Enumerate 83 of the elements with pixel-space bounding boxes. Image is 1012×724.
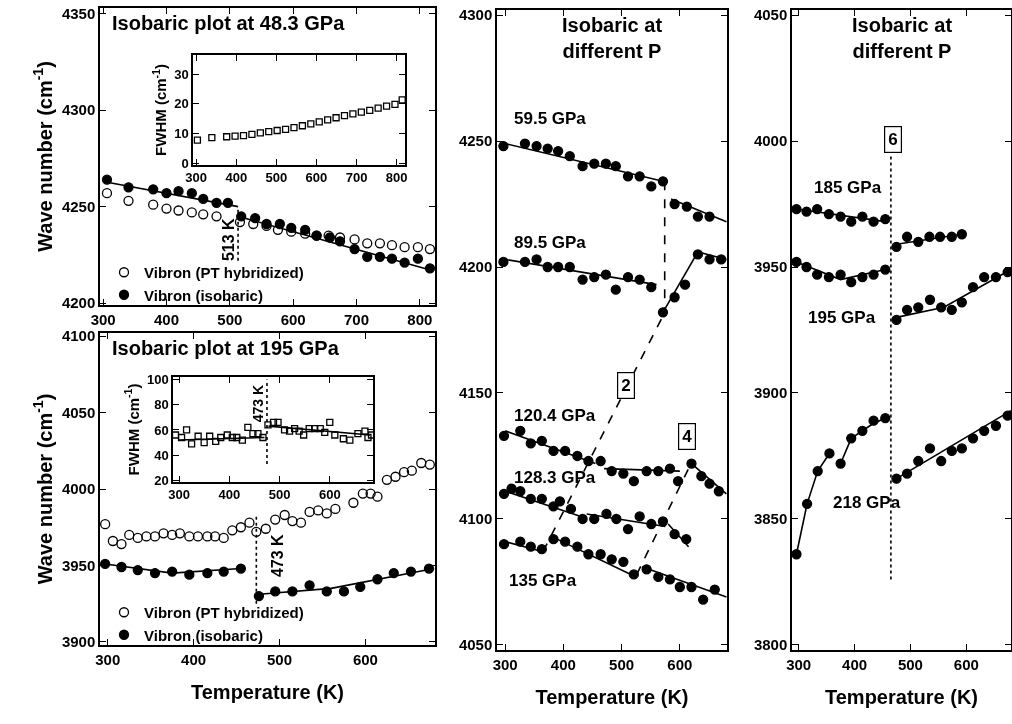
x-axis-title: Temperature (K) — [191, 680, 344, 703]
x-tick-label: 600 — [953, 655, 979, 673]
y-tick-label: 4250 — [458, 132, 493, 150]
y-tick-label: 4250 — [61, 197, 96, 215]
x-tick-label: 700 — [345, 170, 368, 186]
annotation: 195 GPa — [808, 308, 876, 327]
y-tick-label: 3950 — [61, 556, 96, 574]
x-axis-title: Temperature (K) — [535, 685, 689, 708]
annotation: 89.5 GPa — [514, 233, 587, 252]
y-tick-label: 4100 — [61, 327, 96, 345]
y-tick-label: 20 — [154, 472, 169, 488]
x-tick-label: 300 — [786, 655, 812, 673]
y-tick-label: 4200 — [458, 258, 493, 276]
y-tick-label: 4050 — [61, 403, 96, 421]
x-tick-label: 300 — [90, 310, 116, 328]
annotation: 473 K — [249, 384, 266, 423]
y-tick-label: 4050 — [753, 6, 788, 24]
y-tick-label: 4000 — [753, 132, 788, 150]
y-tick-label: 4200 — [61, 294, 96, 312]
annotation: 473 K — [268, 533, 286, 578]
x-tick-label: 500 — [609, 655, 635, 673]
chart-title: Isobaric plot at 195 GPa — [112, 337, 340, 359]
x-tick-label: 500 — [267, 650, 293, 668]
annotation: 135 GPa — [509, 571, 577, 590]
x-tick-label: 600 — [305, 170, 328, 186]
x-tick-label: 800 — [385, 170, 408, 186]
y-tick-label: 4100 — [458, 510, 493, 528]
x-tick-label: 600 — [667, 655, 693, 673]
y-tick-label: 40 — [154, 447, 169, 463]
x-tick-label: 700 — [343, 310, 369, 328]
annotation: 59.5 GPa — [514, 109, 587, 128]
annotation: 185 GPa — [814, 178, 882, 197]
y-tick-label: 3950 — [753, 258, 788, 276]
y-tick-label: 80 — [154, 397, 169, 413]
x-tick-label: 500 — [897, 655, 923, 673]
x-tick-label: 600 — [352, 650, 378, 668]
x-tick-label: 500 — [268, 487, 291, 503]
x-tick-label: 400 — [181, 650, 207, 668]
x-tick-label: 300 — [95, 650, 121, 668]
y-tick-label: 100 — [146, 372, 169, 388]
y-tick-label: 4000 — [61, 480, 96, 498]
y-tick-label: 10 — [174, 126, 189, 142]
x-axis-title: Temperature (K) — [825, 685, 978, 708]
y-tick-label: 4350 — [61, 5, 96, 23]
x-tick-label: 400 — [225, 170, 248, 186]
x-tick-label: 600 — [318, 487, 341, 503]
y-tick-label: 4300 — [61, 101, 96, 119]
x-tick-label: 300 — [168, 487, 190, 503]
x-tick-label: 400 — [842, 655, 868, 673]
annotation: 120.4 GPa — [514, 406, 596, 425]
x-tick-label: 500 — [265, 170, 288, 186]
y-tick-label: 4150 — [458, 384, 493, 402]
annotation: 128.3 GPa — [514, 468, 596, 487]
y-tick-label: 0 — [181, 155, 189, 171]
legend-label: Vibron (PT hybridized) — [144, 604, 304, 622]
x-tick-label: 400 — [550, 655, 576, 673]
annotation: 2 — [621, 376, 631, 396]
annotation: 218 GPa — [833, 493, 901, 512]
y-tick-label: 3800 — [753, 636, 788, 654]
annotation: 6 — [888, 130, 898, 150]
legend-label: Vibron (PT hybridized) — [144, 264, 304, 282]
annotation: 4 — [682, 427, 693, 447]
annotation: 513 K — [219, 217, 237, 262]
x-tick-label: 300 — [185, 170, 208, 186]
y-tick-label: 3900 — [753, 384, 788, 402]
y-tick-label: 4300 — [458, 6, 493, 24]
legend-label: Vibron (isobaric) — [144, 286, 263, 304]
x-tick-label: 400 — [153, 310, 180, 328]
x-tick-label: 600 — [280, 310, 306, 328]
x-tick-label: 300 — [492, 655, 518, 673]
chart-title: Isobaric plot at 48.3 GPa — [112, 12, 346, 34]
legend-label: Vibron (isobaric) — [144, 626, 263, 644]
x-tick-label: 800 — [407, 310, 433, 328]
y-tick-label: 60 — [154, 422, 169, 438]
y-tick-label: 30 — [174, 66, 189, 82]
x-tick-label: 400 — [218, 487, 241, 503]
y-tick-label: 3900 — [61, 633, 96, 651]
y-tick-label: 4050 — [458, 636, 493, 654]
text: Isobaric at different P — [852, 14, 953, 62]
text: Isobaric at different P — [562, 14, 663, 62]
y-tick-label: 3850 — [753, 510, 788, 528]
x-tick-label: 500 — [217, 310, 243, 328]
y-tick-label: 20 — [174, 96, 189, 112]
